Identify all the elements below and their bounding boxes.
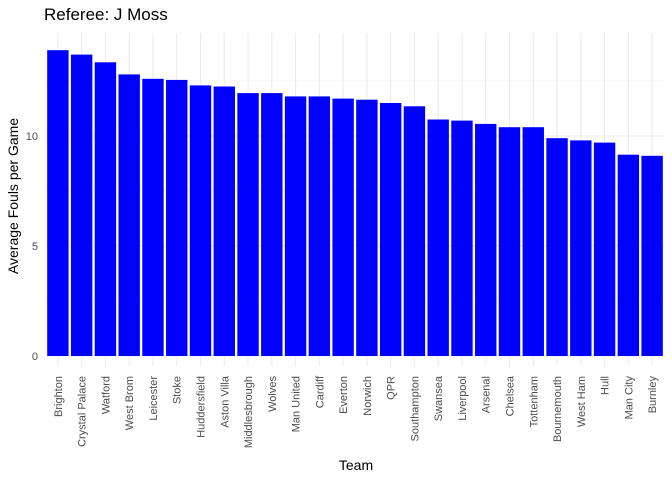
x-tick-label: Man City [623, 376, 635, 420]
x-axis-title: Team [339, 457, 373, 473]
y-axis-title: Average Fouls per Game [5, 118, 21, 274]
bar [570, 140, 592, 356]
x-tick-label: Swansea [433, 375, 445, 421]
x-tick-label: Burnley [647, 376, 659, 414]
x-tick-label: Hull [600, 376, 612, 395]
bar [94, 62, 117, 357]
bar [118, 74, 140, 357]
bar [475, 123, 497, 357]
x-tick-label: Southampton [409, 376, 421, 441]
bar [237, 93, 259, 356]
bar [522, 127, 544, 356]
x-tick-label: Crystal Palace [77, 376, 89, 447]
x-tick-label: Huddersfield [196, 376, 208, 438]
x-tick-label: Chelsea [505, 375, 517, 416]
bars [47, 50, 663, 357]
bar [617, 154, 640, 356]
bar [70, 54, 93, 356]
x-tick-label: Everton [338, 376, 350, 414]
x-tick-label: West Ham [576, 376, 588, 427]
x-tick-label: Brighton [53, 376, 65, 417]
x-tick-label: Aston Villa [219, 375, 231, 428]
bar [47, 50, 69, 356]
x-tick-label: QPR [386, 376, 398, 400]
x-axis-ticks: Brighton Crystal Palace Watford West Brom Le… [53, 375, 659, 448]
bar [451, 120, 473, 356]
bar [166, 79, 188, 357]
y-tick-label: 5 [32, 241, 38, 253]
bar [308, 96, 331, 357]
y-tick-label: 0 [32, 351, 38, 363]
bar [593, 142, 616, 356]
bar [356, 99, 378, 356]
x-tick-label: Stoke [172, 376, 184, 404]
y-tick-label: 10 [26, 131, 38, 143]
bar [189, 85, 212, 357]
x-tick-label: Cardiff [314, 375, 326, 408]
bar [142, 78, 164, 357]
bar [332, 98, 354, 356]
x-tick-label: Bournemouth [552, 376, 564, 442]
x-tick-label: Middlesbrough [243, 376, 255, 448]
x-tick-label: West Brom [124, 376, 136, 430]
bar [498, 127, 521, 356]
bar [284, 96, 307, 357]
bar [261, 93, 283, 356]
x-tick-label: Tottenham [528, 376, 540, 427]
bar [427, 119, 449, 356]
bar [641, 155, 663, 356]
bar [213, 86, 235, 356]
x-tick-label: Man United [291, 376, 303, 432]
chart-title: Referee: J Moss [44, 5, 168, 24]
bar [546, 138, 568, 356]
x-tick-label: Liverpool [457, 376, 469, 421]
x-tick-label: Norwich [362, 376, 374, 416]
bar [403, 106, 426, 356]
bar [379, 103, 402, 356]
x-tick-label: Watford [100, 376, 112, 414]
y-axis-ticks: 0 5 10 [26, 131, 38, 363]
x-tick-label: Arsenal [481, 376, 493, 413]
x-tick-label: Leicester [148, 376, 160, 421]
x-tick-label: Wolves [267, 376, 279, 412]
